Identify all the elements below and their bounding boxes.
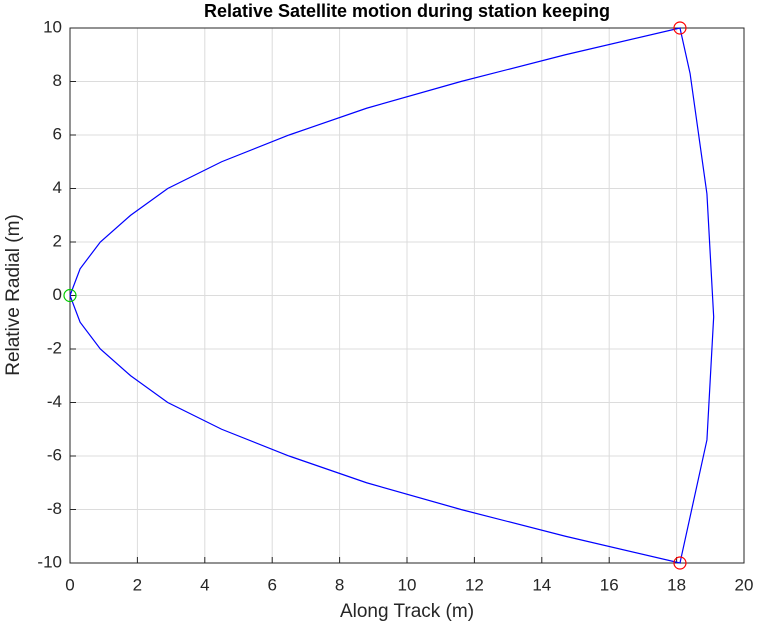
x-tick-label: 14: [532, 575, 551, 594]
y-axis-label: Relative Radial (m): [3, 214, 24, 376]
x-tick-label: 10: [398, 575, 417, 594]
x-axis-label: Along Track (m): [340, 601, 474, 622]
y-tick-label: 8: [53, 71, 62, 90]
y-tick-label: -6: [47, 445, 62, 464]
y-tick-label: 4: [53, 178, 62, 197]
x-tick-label: 8: [335, 575, 344, 594]
x-tick-label: 18: [667, 575, 686, 594]
marker: [673, 21, 687, 35]
chart-title: Relative Satellite motion during station…: [204, 1, 610, 21]
x-tick-label: 0: [65, 575, 74, 594]
x-tick-label: 6: [267, 575, 276, 594]
y-tick-label: -8: [47, 499, 62, 518]
y-tick-label: -2: [47, 338, 62, 357]
x-tick-label: 12: [465, 575, 484, 594]
y-tick-label: 6: [53, 124, 62, 143]
x-tick-label: 4: [200, 575, 209, 594]
data-line: [69, 27, 715, 564]
y-tick-label: 0: [53, 285, 62, 304]
x-tick-label: 16: [600, 575, 619, 594]
y-tick-label: -10: [37, 552, 62, 571]
x-tick-label: 20: [735, 575, 754, 594]
y-tick-label: 10: [43, 17, 62, 36]
x-tick-label: 2: [133, 575, 142, 594]
y-tick-label: -4: [47, 392, 62, 411]
y-tick-label: 2: [53, 231, 62, 250]
marker: [673, 556, 687, 570]
marker: [63, 288, 77, 303]
